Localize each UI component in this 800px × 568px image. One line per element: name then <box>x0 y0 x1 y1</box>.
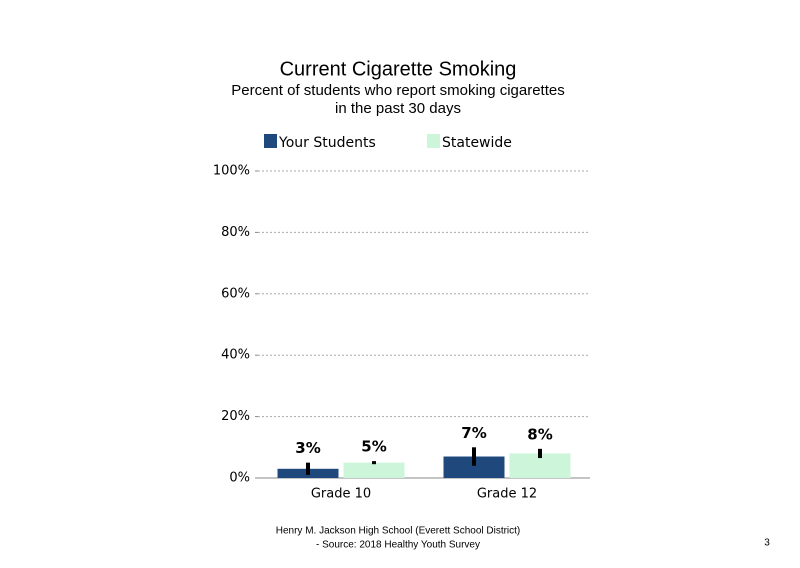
chart-subtitle: Percent of students who report smoking c… <box>231 82 565 99</box>
legend-label: Your Students <box>278 135 376 151</box>
legend-label: Statewide <box>442 135 512 151</box>
y-tick-label: 80% <box>221 225 250 240</box>
y-tick-label: 20% <box>221 409 250 424</box>
chart-title: Current Cigarette Smoking <box>280 58 517 80</box>
bar <box>343 462 405 478</box>
y-tick-label: 100% <box>213 164 250 179</box>
y-tick-label: 60% <box>221 286 250 301</box>
legend-swatch <box>264 134 277 148</box>
footer: - Source: 2018 Healthy Youth Survey <box>316 540 480 551</box>
value-label: 7% <box>461 424 486 442</box>
page-number: 3 <box>764 538 770 549</box>
value-label: 5% <box>361 438 386 456</box>
y-tick-label: 0% <box>229 471 250 486</box>
value-label: 8% <box>527 425 552 443</box>
value-label: 3% <box>295 439 320 457</box>
legend-swatch <box>427 134 440 148</box>
bar <box>443 456 505 478</box>
chart-subtitle: in the past 30 days <box>335 100 461 117</box>
y-tick-label: 40% <box>221 348 250 363</box>
x-tick-label: Grade 10 <box>311 487 371 502</box>
footer: Henry M. Jackson High School (Everett Sc… <box>276 526 521 537</box>
x-tick-label: Grade 12 <box>477 487 537 502</box>
